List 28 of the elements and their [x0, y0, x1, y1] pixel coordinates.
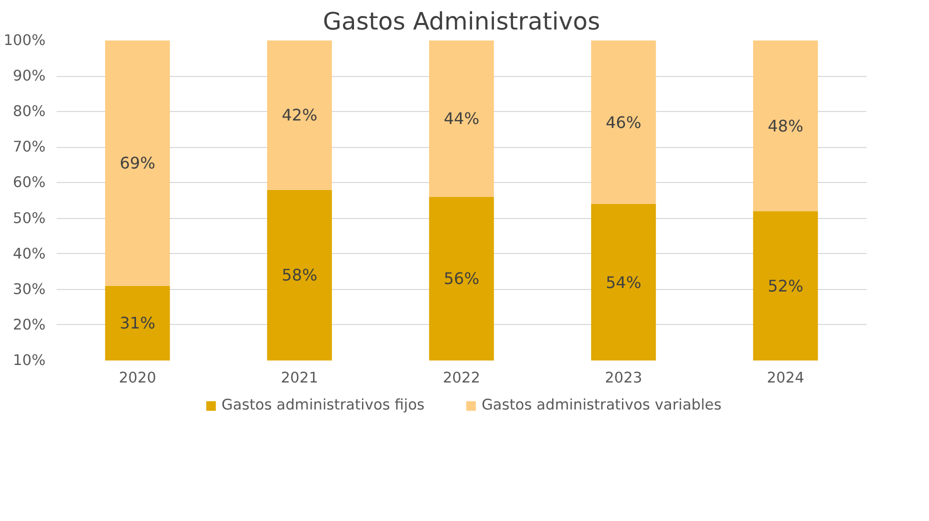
y-tick-label: 70%	[12, 138, 46, 156]
data-label: 52%	[768, 276, 804, 296]
x-tick-label: 2023	[604, 370, 642, 386]
y-tick-label: 90%	[12, 68, 46, 85]
y-tick-label: 100%	[4, 32, 46, 49]
y-tick-label: 20%	[12, 316, 46, 334]
legend-label: Gastos administrativos variables	[482, 396, 722, 414]
y-tick-label: 60%	[12, 174, 46, 192]
y-tick-label: 50%	[12, 210, 46, 227]
y-tick-label: 10%	[12, 352, 46, 369]
y-tick-label: 30%	[12, 280, 46, 298]
legend-label: Gastos administrativos fijos	[222, 396, 425, 414]
data-label: 54%	[606, 272, 642, 292]
x-tick-label: 2021	[280, 370, 318, 386]
data-label: 58%	[282, 266, 318, 285]
data-label: 42%	[282, 106, 318, 125]
data-label: 46%	[606, 112, 642, 132]
data-label: 69%	[120, 154, 156, 173]
y-tick-label: 80%	[12, 103, 46, 120]
data-label: 56%	[444, 269, 480, 288]
chart-title: Gastos Administrativos	[322, 8, 600, 36]
y-tick-label: 40%	[12, 245, 46, 262]
data-label: 44%	[444, 109, 480, 128]
data-label: 31%	[120, 314, 156, 333]
x-tick-label: 2022	[442, 370, 480, 386]
data-label: 48%	[768, 116, 804, 136]
x-tick-label: 2020	[118, 370, 156, 386]
x-tick-label: 2024	[766, 370, 804, 386]
